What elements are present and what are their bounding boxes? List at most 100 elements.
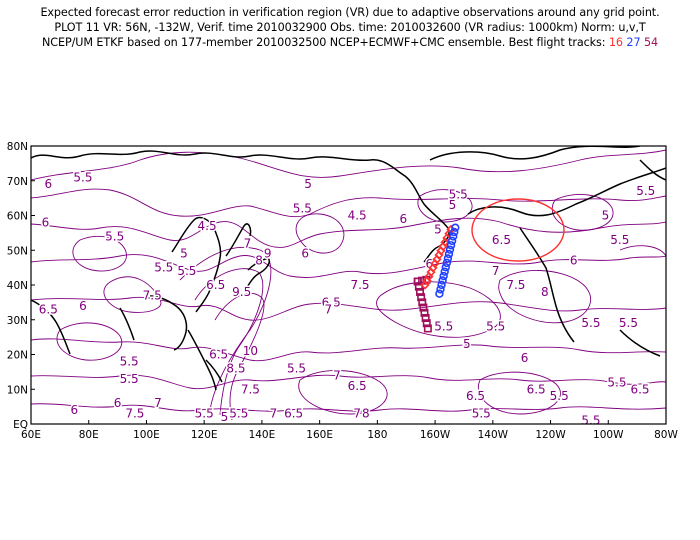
contour-label: 6 (114, 396, 122, 410)
contour-label: 7 (333, 368, 341, 382)
track-27-marker (439, 271, 448, 281)
track-54-marker (419, 303, 428, 312)
contour-label: 9 (264, 247, 272, 261)
contour-label: 6 (70, 403, 78, 417)
track-27-marker (450, 227, 459, 237)
y-tick-label: 10N (7, 384, 28, 396)
coastlines (31, 146, 666, 391)
contour-label: 5.5 (486, 320, 505, 334)
contour-label: 5.5 (581, 316, 600, 330)
track-54-marker (417, 293, 426, 302)
contour-label: 4.5 (348, 209, 367, 223)
contour-label: 5 (434, 222, 442, 236)
y-tick-label: 50N (7, 245, 28, 257)
x-tick-label: 140E (249, 429, 276, 441)
y-tick-label: 30N (7, 315, 28, 327)
x-tick-label: 140W (478, 429, 509, 441)
verification-region (471, 198, 565, 262)
x-tick-label: 160E (306, 429, 333, 441)
track-27-marker (451, 223, 460, 232)
contour-label: 6.5 (527, 382, 546, 396)
map-title-line-1: Expected forecast error reduction in ver… (40, 6, 660, 19)
track-54-marker (418, 298, 427, 307)
contour-label-layer: 6 5.565.54.55.555.56.57.56.5 678 99.56.575.… (37, 169, 657, 429)
contour-label: 7.5 (350, 278, 369, 292)
contour-label: 5.5 (636, 184, 655, 198)
contour-label: 5.5 (610, 233, 629, 247)
track-54-marker (416, 287, 425, 296)
contour-label: 6.5 (492, 233, 511, 247)
y-tick-label: 70N (7, 176, 28, 188)
y-tick-label: EQ (13, 419, 28, 431)
track-27-marker (442, 258, 452, 268)
contour-label: 4.5 (198, 219, 217, 233)
contour-label: 6.5 (39, 302, 58, 316)
contour-label: 6 (570, 254, 578, 268)
contour-label: 5 (463, 337, 471, 351)
contour-label: 8 (255, 254, 263, 268)
flight-tracks-layer (413, 223, 460, 333)
contour-label: 5.5 (120, 372, 139, 386)
x-tick-label: 80W (654, 429, 678, 441)
contour-label: 9.5 (232, 285, 251, 299)
x-tick-label: 120W (535, 429, 566, 441)
contour-label: 7.5 (241, 382, 260, 396)
contour-label: 7 (270, 407, 278, 421)
track-27-label: 27 (626, 36, 641, 49)
track-27-marker (437, 280, 446, 290)
x-tick-label: 60E (21, 429, 41, 441)
contour-label: 7 (244, 236, 252, 250)
contour-label: 6 (79, 299, 87, 313)
contour-label: 6.5 (209, 348, 228, 362)
contour-label: 5.5 (619, 316, 638, 330)
contour-label: 6 (42, 215, 50, 229)
y-tick-label: 60N (7, 211, 28, 223)
contour-label: 6 (44, 177, 52, 191)
track-27-marker (445, 245, 455, 254)
contour-label: 6 (521, 351, 529, 365)
contour-label: 5.5 (581, 414, 600, 428)
contour-label: 5.5 (449, 188, 468, 202)
contour-label: 7.5 (143, 288, 162, 302)
contour-lines (31, 149, 666, 421)
axis-ticks: 60E 80E 100E 120E 140E 160E 180 160W 140W 120W 100… (7, 141, 679, 441)
map-title-line-2: PLOT 11 VR: 56N, -132W, Verif. time 2010… (54, 21, 646, 34)
contour-label: 6 (301, 247, 309, 261)
contour-label: 6 (425, 257, 433, 271)
x-tick-label: 100E (133, 429, 160, 441)
contour-label: 5.5 (293, 202, 312, 216)
contour-label: 8.5 (226, 361, 245, 375)
track-54-marker (413, 277, 422, 286)
contour-label: 5.5 (229, 407, 248, 421)
x-tick-label: 120E (191, 429, 218, 441)
contour-label: 10 (243, 344, 258, 358)
contour-label: 6.5 (630, 382, 649, 396)
contour-label: 5.5 (472, 407, 491, 421)
contour-label: 5 (221, 410, 229, 424)
contour-label: 5.5 (550, 389, 569, 403)
track-16-label: 16 (608, 36, 623, 49)
track-27-marker (438, 276, 447, 285)
contour-label: 5.5 (434, 320, 453, 334)
contour-label: 6.5 (348, 379, 367, 393)
contour-label: 5.5 (177, 264, 196, 278)
map-title-line-3: NCEP/UM ETKF based on 177-member 2010032… (0, 36, 700, 49)
track-27-marker (441, 263, 450, 272)
contour-label: 6.5 (284, 407, 303, 421)
contour-label: 7.5 (125, 407, 144, 421)
x-tick-label: 100W (593, 429, 624, 441)
contour-label: 8 (541, 285, 549, 299)
x-tick-label: 80E (79, 429, 99, 441)
contour-label: 8 (362, 407, 370, 421)
y-tick-label: 20N (7, 350, 28, 362)
contour-label: 7 (492, 264, 500, 278)
track-27-marker (436, 285, 445, 294)
track-54-marker (423, 324, 432, 333)
contour-label: 5 (449, 198, 457, 212)
contour-label: 5.5 (607, 375, 626, 389)
track-27-marker (447, 236, 457, 246)
track-27-marker (440, 267, 449, 276)
y-tick-label: 80N (7, 141, 28, 153)
contour-label: 5.5 (105, 229, 124, 243)
